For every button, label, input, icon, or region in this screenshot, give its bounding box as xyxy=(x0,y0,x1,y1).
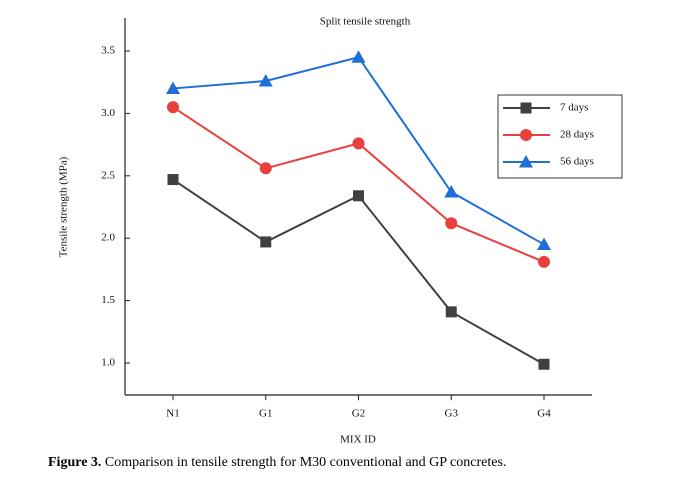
marker xyxy=(538,358,550,370)
x-tick-label: G4 xyxy=(537,408,551,420)
marker xyxy=(520,102,532,114)
legend-label: 7 days xyxy=(560,102,588,114)
marker xyxy=(167,174,179,186)
marker xyxy=(351,50,366,63)
series-line xyxy=(172,106,545,263)
marker xyxy=(537,237,551,250)
legend-label: 56 days xyxy=(560,156,594,168)
y-tick-label: 2.5 xyxy=(101,169,115,181)
marker xyxy=(166,81,180,94)
marker xyxy=(259,162,272,175)
chart-title: Split tensile strength xyxy=(320,16,411,28)
marker xyxy=(520,129,532,141)
x-axis-label: MIX ID xyxy=(340,434,376,446)
y-tick-label: 1.5 xyxy=(101,294,115,306)
marker xyxy=(519,155,533,168)
marker xyxy=(444,185,459,198)
y-axis-label: Tensile strength (MPa) xyxy=(58,156,70,257)
x-tick-label: N1 xyxy=(166,408,179,420)
caption: Figure 3. Comparison in tensile strength… xyxy=(48,455,506,471)
marker xyxy=(353,190,364,202)
x-tick-label: G3 xyxy=(445,408,459,420)
marker xyxy=(352,137,365,150)
marker xyxy=(258,73,273,87)
y-tick-label: 2.0 xyxy=(101,232,115,244)
marker xyxy=(538,255,550,268)
marker xyxy=(167,101,179,114)
y-tick-label: 3.0 xyxy=(101,107,115,119)
y-tick-label: 1.0 xyxy=(101,357,115,369)
x-tick-label: G1 xyxy=(259,408,272,420)
x-tick-label: G2 xyxy=(352,408,365,420)
marker xyxy=(260,236,272,248)
legend-box xyxy=(497,94,623,179)
caption-text: Comparison in tensile strength for M30 c… xyxy=(101,455,507,470)
series-line xyxy=(172,178,545,366)
y-tick-label: 3.5 xyxy=(101,45,115,57)
caption-label: Figure 3. xyxy=(48,455,102,470)
marker xyxy=(445,306,457,318)
chart: Split tensile strength MIX ID Tensile st… xyxy=(58,16,623,446)
legend-label: 28 days xyxy=(560,129,594,141)
marker xyxy=(445,217,458,230)
